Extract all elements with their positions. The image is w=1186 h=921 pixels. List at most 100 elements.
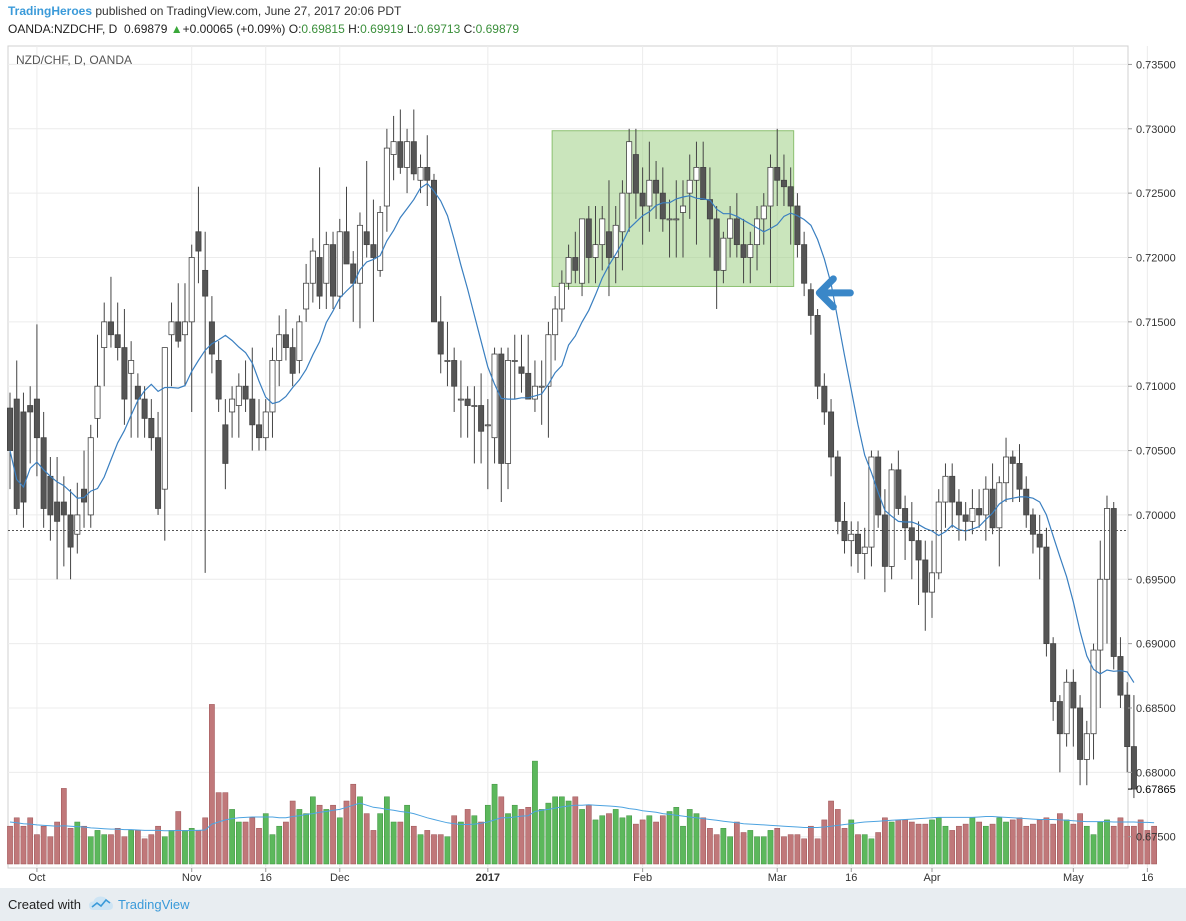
volume-bar [40, 825, 47, 865]
volume-bar [1104, 819, 1110, 865]
time-axis[interactable]: Oct Nov 16 Dec 2017 Feb Mar 16 Apr May 16 [28, 868, 1153, 884]
candle-body [740, 244, 747, 258]
candle-body [87, 437, 94, 516]
candle-body [680, 205, 687, 213]
candle [1029, 508, 1036, 554]
candle [585, 206, 592, 284]
candle-body [202, 269, 209, 297]
volume-bar [599, 815, 606, 865]
volume-bar [235, 821, 242, 865]
candle-body [370, 244, 377, 258]
candle-body [60, 501, 67, 516]
volume-bar [713, 834, 720, 865]
volume-bar [249, 817, 256, 865]
candle-body [599, 218, 606, 246]
candle-body [417, 167, 424, 181]
volume-bar [626, 815, 633, 865]
candle [7, 392, 13, 490]
candle-body [7, 407, 13, 451]
volume-bar [431, 834, 437, 865]
candle [666, 199, 673, 258]
tradingview-link[interactable]: TradingView [118, 897, 190, 912]
candle [558, 270, 565, 322]
candle [579, 218, 586, 297]
candle [215, 341, 222, 412]
candle-body [256, 424, 263, 439]
volume-bar [1063, 819, 1070, 865]
candle-body [289, 347, 296, 374]
volume-bar [902, 819, 908, 865]
candle [881, 489, 888, 593]
price-tick-label: 0.73500 [1136, 59, 1176, 71]
volume-bar [707, 828, 713, 865]
candle-body [27, 405, 34, 413]
volume-bar [94, 830, 101, 865]
candle-body [316, 257, 323, 297]
open-value: 0.69815 [301, 22, 345, 36]
candle-body [733, 218, 740, 246]
candle-body [67, 514, 74, 548]
candle [27, 386, 34, 464]
volume-ma-line [9, 802, 1155, 832]
candle-body [942, 475, 949, 503]
candle [208, 296, 215, 374]
volume-bar [828, 800, 834, 865]
arrow-annotation [815, 275, 854, 311]
volume-bar [451, 815, 458, 865]
volume-bar [350, 783, 357, 865]
volume-bar [606, 813, 612, 865]
volume-bar [633, 823, 639, 865]
candle [619, 180, 626, 271]
candle-body [1090, 649, 1097, 735]
candle-body [720, 237, 727, 271]
tradingview-cloud-icon[interactable] [88, 895, 114, 913]
candle-body [269, 360, 276, 413]
highlight-zone-rect [551, 130, 795, 287]
candle-body [787, 186, 794, 207]
volume-bar [229, 809, 235, 865]
volume-bar [1090, 834, 1097, 865]
candle [1103, 495, 1110, 644]
candle [410, 109, 417, 181]
volume-bar [357, 796, 363, 865]
volume-bar [141, 838, 148, 865]
close-value: 0.69879 [475, 22, 520, 36]
candle [397, 109, 404, 174]
volume-bar [1043, 817, 1050, 865]
candle-body [619, 192, 626, 233]
volume-bar [377, 813, 383, 865]
volume-bar [969, 817, 976, 865]
volume-bar [296, 809, 303, 865]
volume-bar [646, 815, 653, 865]
candle [1097, 540, 1104, 708]
time-tick-label: Apr [923, 872, 940, 884]
price-chart[interactable]: NZD/CHF, D, OANDA 0.735000.730000.725000… [0, 40, 1186, 888]
volume-bar [996, 817, 1003, 865]
candle-body [13, 398, 20, 509]
candle [747, 231, 754, 284]
candle-body [902, 508, 909, 529]
candle-body [155, 437, 162, 509]
candle-body [444, 360, 451, 362]
candle-body [989, 488, 996, 529]
time-tick-label: Dec [330, 872, 350, 884]
candle [794, 193, 801, 258]
price-axis[interactable]: 0.73500 0.73000 0.72500 0.72000 0.71500 0.710… [1128, 59, 1176, 844]
volume-bar [686, 809, 693, 865]
candle-body [1029, 514, 1036, 535]
author-link[interactable]: TradingHeroes [8, 4, 93, 18]
volume-bar [289, 800, 296, 865]
candle-body [457, 398, 464, 401]
price-tick-label: 0.73000 [1136, 124, 1176, 136]
candle-body [801, 244, 808, 284]
volume-bar [67, 828, 74, 865]
candle-body [276, 334, 283, 361]
candle [457, 360, 464, 438]
volume-bar [1144, 830, 1151, 865]
candle [94, 334, 101, 438]
volume-bar [283, 821, 289, 865]
volume-bar [565, 800, 572, 865]
candle [296, 315, 303, 374]
volume-bar [579, 809, 585, 865]
candle-body [922, 559, 929, 593]
